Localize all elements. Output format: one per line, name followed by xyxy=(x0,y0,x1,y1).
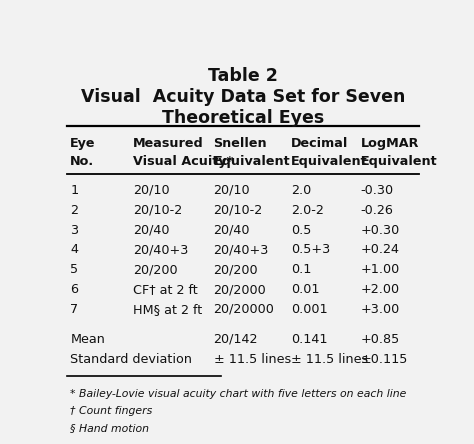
Text: 6: 6 xyxy=(70,283,78,296)
Text: 0.1: 0.1 xyxy=(291,263,311,276)
Text: § Hand motion: § Hand motion xyxy=(70,423,149,433)
Text: 20/40+3: 20/40+3 xyxy=(213,243,269,256)
Text: -0.26: -0.26 xyxy=(360,204,393,217)
Text: 0.5: 0.5 xyxy=(291,223,311,237)
Text: 2.0: 2.0 xyxy=(291,184,311,197)
Text: 20/10-2: 20/10-2 xyxy=(213,204,263,217)
Text: 20/10: 20/10 xyxy=(213,184,250,197)
Text: -0.30: -0.30 xyxy=(360,184,393,197)
Text: 20/40: 20/40 xyxy=(213,223,250,237)
Text: LogMAR: LogMAR xyxy=(360,137,419,150)
Text: 20/142: 20/142 xyxy=(213,333,258,346)
Text: Equivalent: Equivalent xyxy=(213,155,290,168)
Text: 20/40+3: 20/40+3 xyxy=(133,243,188,256)
Text: * Bailey-Lovie visual acuity chart with five letters on each line: * Bailey-Lovie visual acuity chart with … xyxy=(70,389,407,399)
Text: 3: 3 xyxy=(70,223,78,237)
Text: 20/200: 20/200 xyxy=(213,263,258,276)
Text: Measured: Measured xyxy=(133,137,203,150)
Text: 2.0-2: 2.0-2 xyxy=(291,204,324,217)
Text: +0.24: +0.24 xyxy=(360,243,400,256)
Text: Visual Acuity*: Visual Acuity* xyxy=(133,155,233,168)
Text: 7: 7 xyxy=(70,303,78,316)
Text: +3.00: +3.00 xyxy=(360,303,400,316)
Text: Standard deviation: Standard deviation xyxy=(70,353,192,366)
Text: 20/10: 20/10 xyxy=(133,184,169,197)
Text: 4: 4 xyxy=(70,243,78,256)
Text: Theoretical Eyes: Theoretical Eyes xyxy=(162,109,324,127)
Text: Equivalent: Equivalent xyxy=(360,155,437,168)
Text: Decimal: Decimal xyxy=(291,137,348,150)
Text: ± 11.5 lines: ± 11.5 lines xyxy=(213,353,291,366)
Text: ±0.115: ±0.115 xyxy=(360,353,408,366)
Text: 0.5+3: 0.5+3 xyxy=(291,243,330,256)
Text: † Count fingers: † Count fingers xyxy=(70,406,153,416)
Text: +0.85: +0.85 xyxy=(360,333,400,346)
Text: No.: No. xyxy=(70,155,94,168)
Text: Visual  Acuity Data Set for Seven: Visual Acuity Data Set for Seven xyxy=(81,88,405,106)
Text: +2.00: +2.00 xyxy=(360,283,400,296)
Text: 0.01: 0.01 xyxy=(291,283,319,296)
Text: Snellen: Snellen xyxy=(213,137,267,150)
Text: 20/200: 20/200 xyxy=(133,263,177,276)
Text: Table 2: Table 2 xyxy=(208,67,278,85)
Text: ± 11.5 lines: ± 11.5 lines xyxy=(291,353,368,366)
Text: 20/40: 20/40 xyxy=(133,223,169,237)
Text: 2: 2 xyxy=(70,204,78,217)
Text: HM§ at 2 ft: HM§ at 2 ft xyxy=(133,303,202,316)
Text: 20/10-2: 20/10-2 xyxy=(133,204,182,217)
Text: 0.141: 0.141 xyxy=(291,333,327,346)
Text: 0.001: 0.001 xyxy=(291,303,328,316)
Text: CF† at 2 ft: CF† at 2 ft xyxy=(133,283,198,296)
Text: 20/2000: 20/2000 xyxy=(213,283,266,296)
Text: +0.30: +0.30 xyxy=(360,223,400,237)
Text: 20/20000: 20/20000 xyxy=(213,303,274,316)
Text: Eye: Eye xyxy=(70,137,96,150)
Text: 5: 5 xyxy=(70,263,78,276)
Text: Equivalent: Equivalent xyxy=(291,155,367,168)
Text: 1: 1 xyxy=(70,184,78,197)
Text: +1.00: +1.00 xyxy=(360,263,400,276)
Text: Mean: Mean xyxy=(70,333,105,346)
